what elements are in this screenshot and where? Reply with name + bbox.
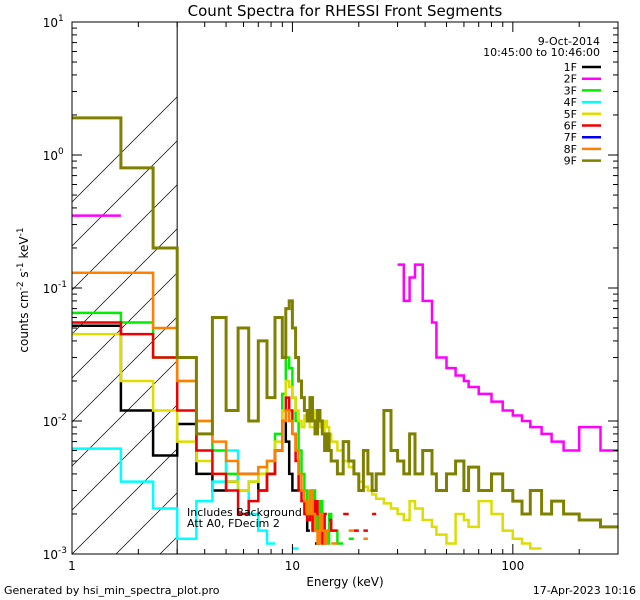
legend-label-6F: 6F — [564, 120, 577, 133]
legend-label-3F: 3F — [564, 84, 577, 97]
series-8F-line — [72, 271, 368, 545]
footer-timestamp: 17-Apr-2023 10:16 — [533, 584, 636, 597]
annotation-line: Includes Background — [187, 506, 302, 519]
x-axis-label: Energy (keV) — [306, 575, 383, 589]
series-layer — [72, 116, 618, 550]
hatch-mask — [177, 22, 618, 554]
y-tick-label: 10 — [43, 16, 58, 30]
x-tick-label: 100 — [501, 559, 524, 573]
legend-label-4F: 4F — [564, 96, 577, 109]
time-range-label: 10:45:00 to 10:46:00 — [483, 46, 600, 59]
x-tick-label: 1 — [68, 559, 76, 573]
series-9F-line — [72, 116, 618, 529]
series-4F-line — [72, 447, 299, 550]
series-2F-line — [72, 214, 618, 452]
annotation-line: Att A0, FDecim 2 — [187, 517, 280, 530]
x-axis: 1 10 100 — [68, 22, 619, 573]
y-tick-label: 10 — [43, 282, 58, 296]
y-axis-label: counts cm-2 s-1 keV-1 — [16, 227, 31, 352]
legend-label-1F: 1F — [564, 61, 577, 74]
legend-label-5F: 5F — [564, 108, 577, 121]
hatch-line — [72, 22, 253, 203]
chart-title: Count Spectra for RHESSI Front Segments — [188, 2, 503, 20]
y-tick-exponent: 0 — [58, 147, 64, 157]
date-label: 9-Oct-2014 — [538, 35, 600, 48]
y-tick-label: 10 — [43, 415, 58, 429]
y-tick-exponent: 1 — [58, 14, 64, 24]
y-tick-label: 10 — [43, 149, 58, 163]
y-tick-label: 10 — [43, 548, 58, 562]
legend-label-8F: 8F — [564, 143, 577, 156]
x-tick-label: 10 — [285, 559, 300, 573]
y-tick-exponent: -2 — [58, 413, 67, 423]
y-tick-exponent: -1 — [58, 280, 67, 290]
legend-label-9F: 9F — [564, 155, 577, 168]
footer-generator: Generated by hsi_min_spectra_plot.pro — [4, 584, 220, 597]
shaded-region — [72, 22, 618, 554]
legend-label-7F: 7F — [564, 131, 577, 144]
legend-label-2F: 2F — [564, 73, 577, 86]
y-tick-exponent: -3 — [58, 546, 67, 556]
